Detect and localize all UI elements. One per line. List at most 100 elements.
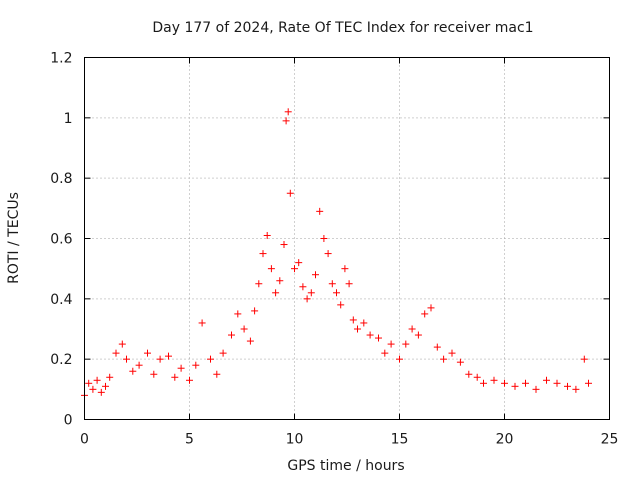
- data-point: [328, 280, 336, 288]
- data-point: [360, 319, 368, 327]
- plot-frame: [84, 57, 610, 420]
- y-tick-label: 1.2: [50, 51, 72, 67]
- data-point: [303, 295, 311, 303]
- x-tick-label: 0: [80, 432, 89, 448]
- data-point: [291, 265, 298, 273]
- data-point: [316, 207, 324, 215]
- data-point: [414, 331, 422, 339]
- data-point: [387, 340, 395, 348]
- data-point: [433, 343, 441, 351]
- data-point: [284, 108, 292, 116]
- data-point: [246, 337, 254, 345]
- data-point: [295, 259, 303, 267]
- data-point: [129, 367, 137, 375]
- grid: [84, 57, 610, 420]
- y-tick-label: 0.8: [50, 171, 72, 187]
- data-point: [408, 325, 416, 333]
- data-points: [81, 108, 592, 399]
- x-tick-label: 15: [391, 432, 409, 448]
- data-point: [102, 382, 109, 390]
- x-axis-label: GPS time / hours: [287, 458, 404, 474]
- data-point: [480, 379, 487, 387]
- data-point: [307, 289, 315, 297]
- data-point: [440, 355, 448, 363]
- data-point: [366, 331, 374, 339]
- data-point: [267, 265, 275, 273]
- data-point: [165, 352, 172, 360]
- data-point: [490, 376, 498, 384]
- data-point: [402, 340, 410, 348]
- y-axis-label: ROTI / TECUs: [6, 192, 22, 284]
- data-point: [282, 117, 290, 125]
- data-point: [396, 355, 403, 363]
- data-point: [240, 325, 248, 333]
- data-point: [112, 349, 120, 357]
- y-tick-label: 0: [64, 413, 73, 429]
- y-tick-label: 0.2: [50, 352, 72, 368]
- data-point: [337, 301, 345, 309]
- x-tick-label: 5: [185, 432, 194, 448]
- data-point: [324, 250, 332, 258]
- data-point: [228, 331, 235, 339]
- data-point: [213, 370, 221, 378]
- data-point: [123, 355, 130, 363]
- data-point: [272, 289, 280, 297]
- data-point: [553, 379, 561, 387]
- data-point: [349, 316, 357, 324]
- data-point: [572, 385, 580, 393]
- data-point: [286, 189, 294, 197]
- data-point: [421, 310, 429, 318]
- data-point: [135, 361, 143, 369]
- data-point: [85, 379, 93, 387]
- y-tick-label: 0.6: [50, 232, 72, 248]
- data-point: [144, 349, 151, 357]
- data-point: [465, 370, 473, 378]
- x-tick-label: 10: [286, 432, 304, 448]
- x-tick-label: 25: [601, 432, 619, 448]
- data-point: [532, 385, 540, 393]
- data-point: [255, 280, 263, 288]
- data-point: [312, 271, 319, 279]
- data-point: [501, 379, 508, 387]
- y-tick-label: 1: [64, 111, 73, 127]
- data-point: [192, 361, 200, 369]
- data-point: [299, 283, 307, 291]
- data-point: [186, 376, 193, 384]
- x-tick-label: 20: [496, 432, 514, 448]
- data-point: [93, 376, 101, 384]
- data-point: [276, 277, 284, 285]
- data-point: [207, 355, 214, 363]
- data-point: [345, 280, 353, 288]
- data-point: [106, 373, 114, 381]
- data-point: [251, 307, 259, 315]
- y-tick-label: 0.4: [50, 292, 72, 308]
- data-point: [234, 310, 242, 318]
- data-point: [150, 370, 158, 378]
- data-point: [564, 382, 571, 390]
- data-point: [448, 349, 456, 357]
- data-point: [473, 373, 481, 381]
- data-point: [354, 325, 361, 333]
- data-point: [280, 241, 288, 249]
- data-point: [543, 376, 550, 384]
- data-point: [177, 364, 185, 372]
- data-point: [171, 373, 179, 381]
- data-point: [580, 355, 588, 363]
- data-point: [263, 231, 271, 239]
- data-point: [456, 358, 464, 366]
- data-point: [118, 340, 126, 348]
- data-point: [427, 304, 435, 312]
- data-point: [97, 388, 105, 396]
- data-point: [375, 334, 382, 342]
- data-point: [219, 349, 227, 357]
- data-point: [333, 289, 340, 297]
- data-point: [381, 349, 389, 357]
- data-point: [341, 265, 349, 273]
- data-point: [585, 379, 592, 387]
- axis-ticks: 0 5 10 15 20 25 0 0.2 0.4 0.6 0.8 1 1.2: [50, 51, 618, 448]
- data-point: [156, 355, 164, 363]
- data-point: [259, 250, 267, 258]
- data-point: [522, 379, 529, 387]
- data-point: [511, 382, 519, 390]
